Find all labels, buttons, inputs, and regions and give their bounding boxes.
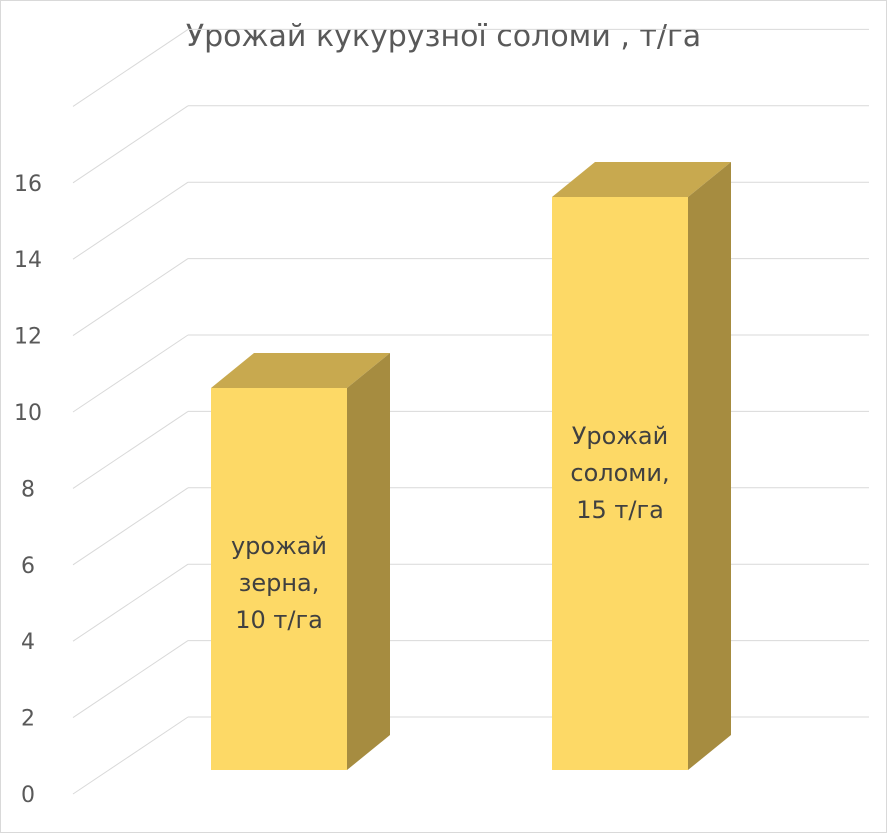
gridline xyxy=(72,28,869,107)
y-tick-label: 10 xyxy=(14,401,42,426)
bar-data-label: урожай зерна, 10 т/га xyxy=(231,532,327,634)
bars xyxy=(211,162,731,770)
y-axis-ticks: 0 2 4 6 8 10 12 14 16 xyxy=(14,172,42,808)
gridline xyxy=(72,181,869,260)
y-tick-label: 12 xyxy=(14,325,42,350)
gridlines xyxy=(72,28,869,795)
bar-data-label-line: урожай xyxy=(231,532,327,560)
gridline xyxy=(72,105,869,184)
bar-data-label-line: соломи, xyxy=(570,459,669,487)
y-tick-label: 16 xyxy=(14,172,42,197)
gridline xyxy=(72,716,869,795)
bar-front xyxy=(211,388,347,770)
gridline xyxy=(72,258,869,337)
bar xyxy=(211,353,390,770)
gridline xyxy=(72,487,869,566)
bar xyxy=(552,162,731,770)
y-tick-label: 14 xyxy=(14,248,42,273)
bar-side xyxy=(347,353,390,770)
gridline xyxy=(72,640,869,719)
gridline xyxy=(72,334,869,413)
bar-data-label-line: 10 т/га xyxy=(235,606,323,634)
data-labels: урожай зерна, 10 т/га Урожай соломи, 15 т/га xyxy=(231,422,670,634)
gridline xyxy=(72,563,869,642)
bar-top xyxy=(552,162,731,197)
bar-data-label: Урожай соломи, 15 т/га xyxy=(570,422,669,524)
bar-top xyxy=(211,353,390,388)
y-tick-label: 8 xyxy=(21,477,35,502)
y-tick-label: 6 xyxy=(21,554,35,579)
gridline xyxy=(72,410,869,489)
bar-data-label-line: Урожай xyxy=(572,422,668,450)
chart-title: Урожай кукурузної соломи , т/га xyxy=(185,19,702,54)
y-tick-label: 0 xyxy=(21,783,35,808)
bar-front xyxy=(552,197,688,770)
bar-data-label-line: зерна, xyxy=(239,569,320,597)
y-tick-label: 4 xyxy=(21,630,35,655)
bar-data-label-line: 15 т/га xyxy=(576,496,664,524)
bar-side xyxy=(688,162,731,770)
y-tick-label: 2 xyxy=(21,707,35,732)
